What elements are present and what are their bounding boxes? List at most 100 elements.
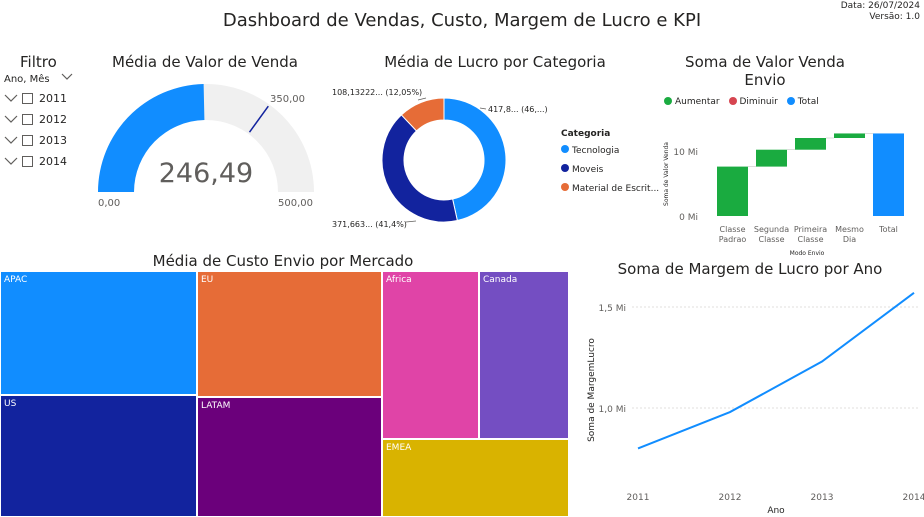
treemap-label: EU: [201, 275, 214, 285]
donut-label-moveis: 371,663... (41,4%): [332, 220, 407, 229]
chevron-down-icon[interactable]: [4, 93, 18, 103]
waterfall-x-tick: Dia: [843, 235, 856, 244]
checkbox[interactable]: [22, 92, 33, 104]
treemap-cell-eu[interactable]: EU: [197, 271, 382, 397]
donut-title: Média de Lucro por Categoria: [384, 53, 606, 71]
checkbox[interactable]: [22, 113, 33, 125]
treemap-label: Canada: [483, 275, 518, 285]
treemap-cell-us[interactable]: US: [0, 395, 197, 517]
gauge-title: Média de Valor de Venda: [112, 53, 298, 71]
filter-item-label: 2013: [39, 133, 67, 147]
filter-item-2012[interactable]: 2012: [4, 111, 67, 127]
legend-dot-moveis: [561, 164, 569, 172]
line-x-tick: 2011: [627, 493, 650, 503]
gauge-target-line: [248, 105, 269, 133]
gauge-chart[interactable]: 246,49 0,00 500,00 350,00: [90, 78, 330, 213]
treemap-cell-canada[interactable]: Canada: [479, 271, 569, 439]
waterfall-x-tick: Classe: [798, 235, 824, 244]
filter-item-label: 2012: [39, 112, 67, 126]
legend-item-aumentar[interactable]: Aumentar: [664, 97, 720, 107]
legend-item-diminuir[interactable]: Diminuir: [728, 97, 778, 107]
line-y-tick: 1,5 Mi: [599, 304, 626, 314]
waterfall-title-line2: Envio: [744, 71, 786, 89]
waterfall-bar-segunda-classe[interactable]: [756, 149, 787, 167]
treemap-chart[interactable]: APAC EU Africa Canada US LATAM EMEA: [0, 271, 569, 517]
waterfall-bar-classe-padrao[interactable]: [717, 166, 748, 216]
chevron-down-icon[interactable]: [4, 135, 18, 145]
waterfall-x-tick: Mesmo: [835, 225, 864, 234]
report-date: Data: 26/07/2024: [840, 1, 920, 11]
legend-item-tecnologia[interactable]: Tecnologia: [571, 146, 619, 156]
treemap-label: LATAM: [201, 401, 231, 411]
line-x-tick: 2013: [811, 493, 834, 503]
waterfall-x-tick: Primeira: [794, 225, 827, 234]
treemap-title: Média de Custo Envio por Mercado: [152, 252, 414, 270]
treemap-cell-apac[interactable]: APAC: [0, 271, 197, 395]
gauge-min-label: 0,00: [98, 198, 120, 209]
donut-legend-title: Categoria: [561, 129, 610, 139]
waterfall-x-tick: Classe: [759, 235, 785, 244]
report-version: Versão: 1.0: [869, 12, 920, 22]
treemap-label: Africa: [386, 275, 412, 285]
treemap-label: US: [4, 399, 17, 409]
legend-dot-tecnologia: [561, 145, 569, 153]
waterfall-title-line1: Soma de Valor Venda: [685, 53, 845, 71]
chevron-down-icon[interactable]: [61, 73, 73, 81]
donut-label-tecnologia: 417,8... (46,...): [488, 105, 548, 114]
donut-slice-moveis[interactable]: [381, 114, 458, 223]
donut-slice-tecnologia[interactable]: [443, 97, 507, 222]
legend-item-moveis[interactable]: Moveis: [572, 165, 604, 175]
waterfall-x-axis-title: Modo Envio: [790, 250, 825, 257]
donut-slice-material[interactable]: [400, 97, 445, 132]
waterfall-x-tick: Segunda: [754, 225, 789, 234]
filter-field-label: Ano, Mês: [4, 74, 50, 85]
chevron-down-icon[interactable]: [4, 156, 18, 166]
line-y-tick: 1,0 Mi: [599, 405, 626, 415]
waterfall-chart[interactable]: Soma de Valor Venda 0 Mi 10 Mi ClassePad…: [655, 112, 924, 260]
waterfall-y-axis-title: Soma de Valor Venda: [663, 142, 670, 206]
waterfall-title: Soma de Valor Venda Envio: [655, 53, 875, 89]
gauge-max-label: 500,00: [278, 198, 313, 209]
treemap-cell-africa[interactable]: Africa: [382, 271, 479, 439]
line-series[interactable]: [637, 292, 915, 450]
donut-label-material: 108,13222... (12,05%): [332, 88, 422, 97]
waterfall-bar-total[interactable]: [873, 133, 904, 216]
filter-title: Filtro: [20, 53, 57, 71]
leader-line: [405, 220, 417, 223]
gauge-fill: [98, 84, 205, 192]
line-chart[interactable]: 1,5 Mi 1,0 Mi Soma de MargemLucro 2011 20…: [580, 282, 924, 517]
filter-item-2011[interactable]: 2011: [4, 90, 67, 106]
treemap-cell-latam[interactable]: LATAM: [197, 397, 382, 517]
legend-item-material[interactable]: Material de Escrit...: [572, 184, 659, 194]
treemap-label: EMEA: [386, 443, 412, 453]
leader-line: [417, 97, 427, 101]
chevron-down-icon[interactable]: [4, 114, 18, 124]
waterfall-bar-mesmo-dia[interactable]: [834, 133, 865, 138]
filter-item-2014[interactable]: 2014: [4, 153, 67, 169]
treemap-cell-emea[interactable]: EMEA: [382, 439, 569, 517]
filter-item-2013[interactable]: 2013: [4, 132, 67, 148]
waterfall-bar-primeira-classe[interactable]: [795, 138, 826, 150]
filter-item-label: 2011: [39, 91, 67, 105]
waterfall-x-tick: Total: [878, 225, 898, 234]
checkbox[interactable]: [22, 155, 33, 167]
legend-dot-material: [561, 183, 569, 191]
waterfall-tick-10: 10 Mi: [673, 148, 698, 158]
line-y-axis-title: Soma de MargemLucro: [587, 338, 597, 442]
line-x-axis-title: Ano: [767, 506, 785, 516]
waterfall-x-tick: Classe: [720, 225, 746, 234]
line-title: Soma de Margem de Lucro por Ano: [617, 260, 883, 278]
filter-field[interactable]: Ano, Mês: [4, 73, 73, 85]
checkbox[interactable]: [22, 134, 33, 146]
legend-item-total[interactable]: Total: [786, 97, 819, 107]
gauge-value: 246,49: [159, 158, 253, 189]
leader-line: [479, 107, 487, 110]
page-title: Dashboard de Vendas, Custo, Margem de Lu…: [222, 10, 702, 31]
report-meta: Data: 26/07/2024 Versão: 1.0: [841, 1, 920, 23]
donut-chart[interactable]: 108,13222... (12,05%) 417,8... (46,...) …: [330, 78, 660, 238]
waterfall-legend: Aumentar Diminuir Total: [664, 97, 819, 107]
waterfall-x-tick: Padrao: [719, 235, 747, 244]
gauge-target-label: 350,00: [270, 94, 305, 105]
line-x-tick: 2014: [903, 493, 924, 503]
line-x-tick: 2012: [719, 493, 742, 503]
